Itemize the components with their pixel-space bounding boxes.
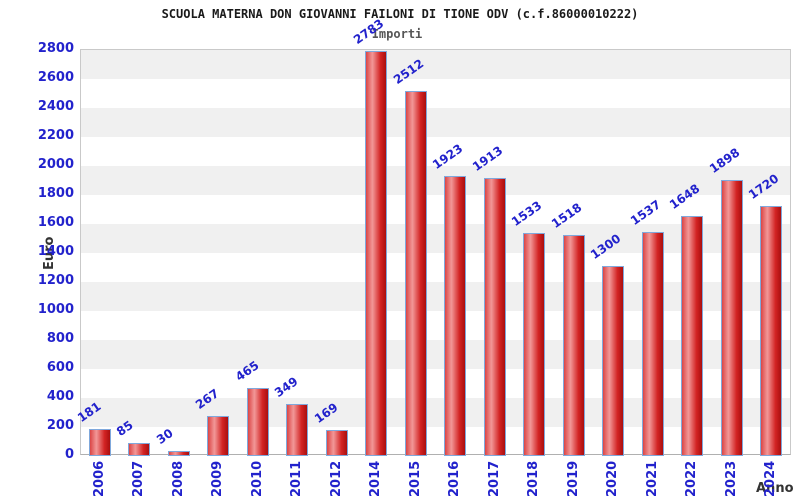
x-tick-label: 2015 <box>407 460 423 497</box>
bar-2016 <box>444 176 467 456</box>
y-tick-label: 800 <box>46 331 74 346</box>
x-tick-label: 2018 <box>526 460 542 497</box>
bar-2020 <box>602 266 625 456</box>
bar-2010 <box>246 388 269 456</box>
y-tick-label: 2800 <box>37 41 74 56</box>
y-tick-label: 2400 <box>37 99 74 114</box>
bar-2017 <box>483 178 506 456</box>
bar-2008 <box>167 451 190 456</box>
x-tick-label: 2024 <box>763 460 779 497</box>
bar-2023 <box>720 180 743 456</box>
x-tick-label: 2008 <box>170 460 186 497</box>
y-tick-label: 2200 <box>37 128 74 143</box>
y-tick-label: 1000 <box>37 302 74 317</box>
y-tick-label: 2600 <box>37 70 74 85</box>
bar-2015 <box>404 91 427 456</box>
bar-2014 <box>365 51 388 456</box>
y-tick-label: 1400 <box>37 244 74 259</box>
bar-2018 <box>523 233 546 456</box>
x-axis-title: Anno <box>756 481 794 496</box>
x-tick-label: 2021 <box>644 460 660 497</box>
y-tick-label: 0 <box>64 447 74 462</box>
x-tick-label: 2009 <box>210 460 226 497</box>
y-tick-label: 1600 <box>37 215 74 230</box>
x-tick-label: 2023 <box>723 460 739 497</box>
bar-2012 <box>325 430 348 456</box>
x-tick-label: 2019 <box>565 460 581 497</box>
plot-area <box>80 49 791 455</box>
bar-2009 <box>207 416 230 456</box>
y-tick-label: 600 <box>46 360 74 375</box>
chart-subtitle: Importi <box>371 27 423 41</box>
y-tick-label: 400 <box>46 389 74 404</box>
x-tick-label: 2020 <box>605 460 621 497</box>
x-tick-label: 2012 <box>328 460 344 497</box>
y-tick-label: 200 <box>46 418 74 433</box>
x-tick-label: 2014 <box>368 460 384 497</box>
bar-2019 <box>562 235 585 456</box>
x-tick-label: 2011 <box>289 460 305 497</box>
bar-2021 <box>641 232 664 456</box>
y-tick-label: 2000 <box>37 157 74 172</box>
bar-2022 <box>681 216 704 456</box>
y-tick-label: 1200 <box>37 273 74 288</box>
x-tick-label: 2016 <box>447 460 463 497</box>
bar-2024 <box>760 206 783 456</box>
x-tick-label: 2006 <box>91 460 107 497</box>
x-tick-label: 2022 <box>684 460 700 497</box>
chart-title: SCUOLA MATERNA DON GIOVANNI FAILONI DI T… <box>161 7 639 21</box>
y-tick-label: 1800 <box>37 186 74 201</box>
x-tick-label: 2010 <box>249 460 265 497</box>
bar-2006 <box>88 429 111 456</box>
bar-2011 <box>286 404 309 456</box>
bar-2007 <box>128 443 151 456</box>
x-tick-label: 2007 <box>131 460 147 497</box>
x-tick-label: 2017 <box>486 460 502 497</box>
